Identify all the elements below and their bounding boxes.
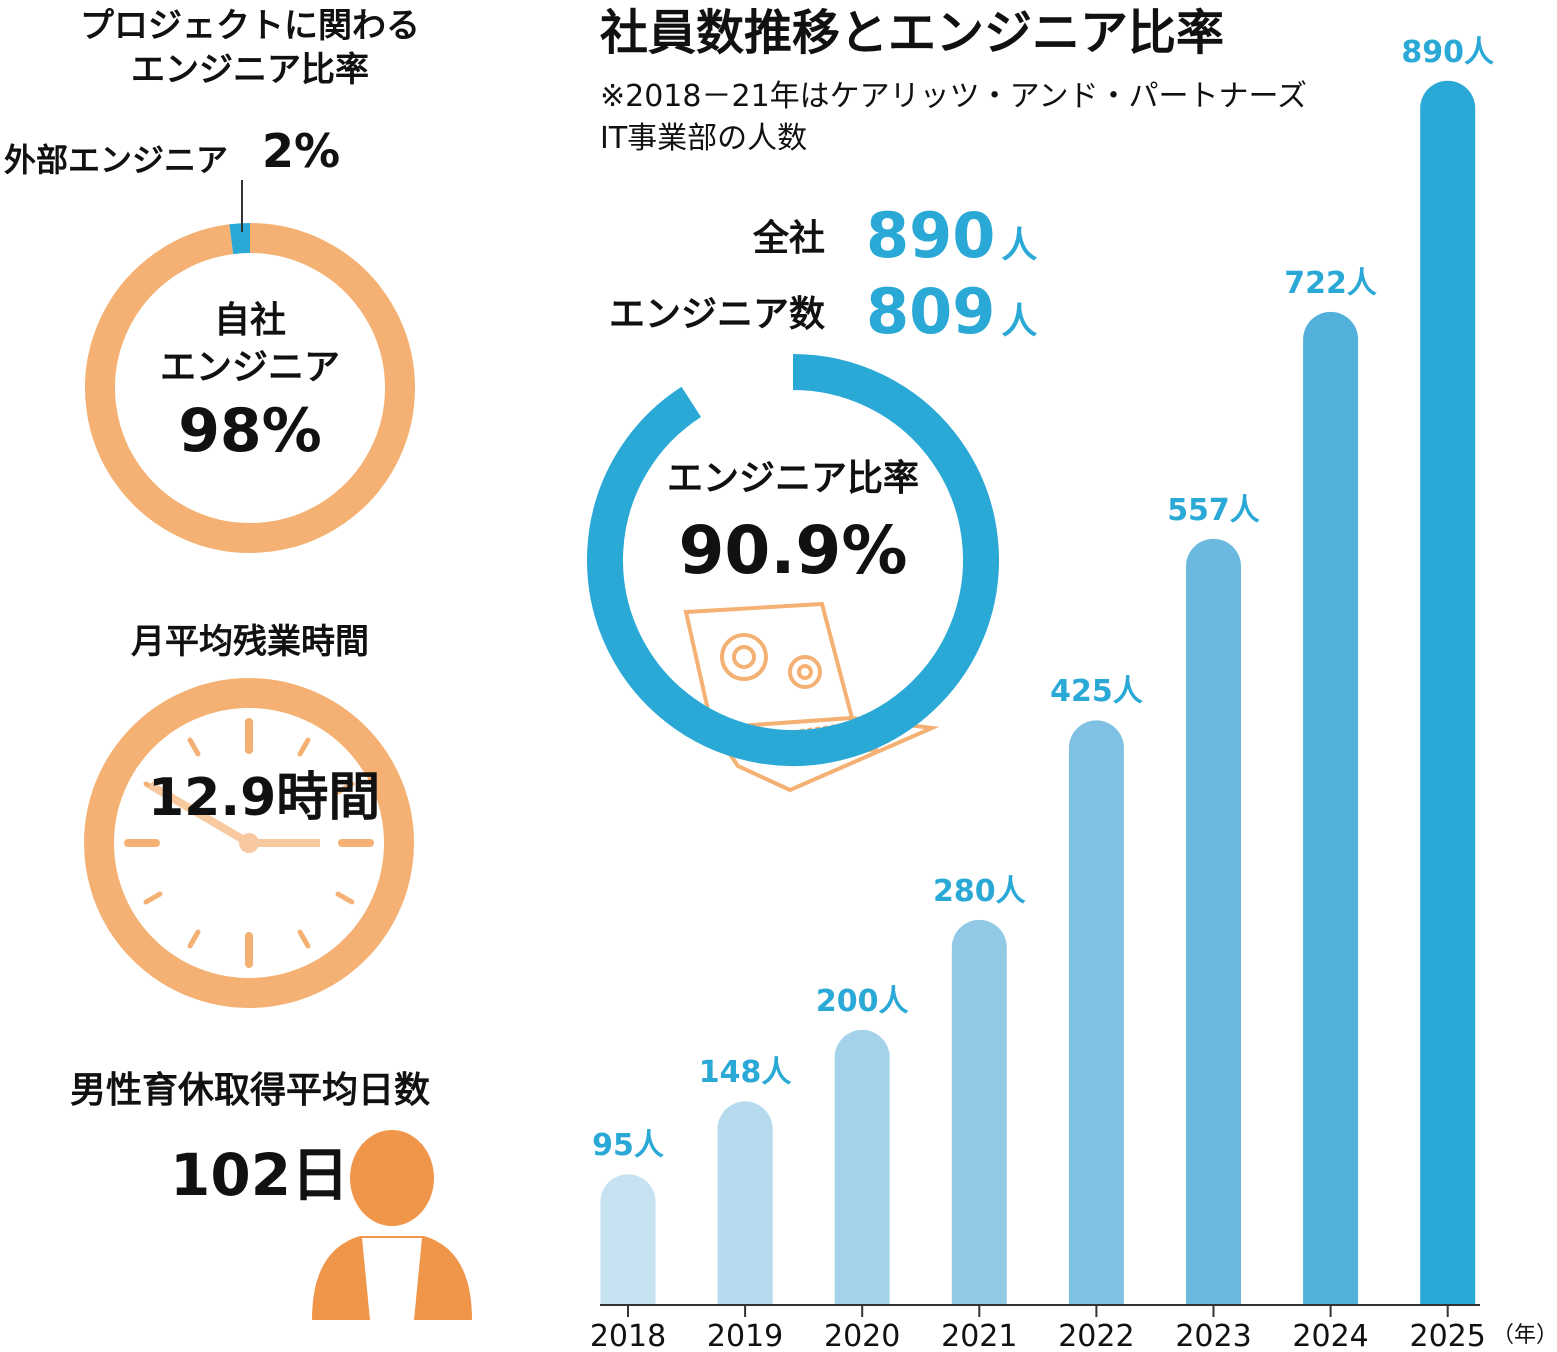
slice-label: 外部エンジニア	[4, 141, 229, 179]
stat-unit: 人	[1001, 225, 1038, 266]
x-tick-label: 2021	[941, 1319, 1018, 1352]
bar-subtitle: ※2018－21年はケアリッツ・アンド・パートナーズ IT事業部の人数	[600, 79, 1307, 156]
stat-row: 890 人	[866, 196, 1037, 277]
clock-icon	[84, 678, 414, 1008]
bar	[717, 1101, 773, 1305]
stat-value: 890	[866, 199, 996, 272]
value-label: 200人	[815, 983, 909, 1019]
bar-title: 社員数推移とエンジニア比率	[600, 5, 1225, 61]
donut-title: プロジェクトに関わる エンジニア比率	[80, 6, 420, 91]
bar	[1420, 80, 1476, 1306]
value-label: 148人	[698, 1055, 792, 1091]
bar	[1186, 538, 1241, 1305]
stat-row: 809 人	[866, 272, 1037, 353]
gauge-arc	[587, 354, 999, 766]
gauge-title: エンジニア比率	[666, 458, 920, 499]
stat-unit: 人	[1001, 301, 1038, 342]
leave-value: 102日	[170, 1141, 350, 1209]
value-label: 722人	[1284, 265, 1377, 301]
value-label: 425人	[1050, 674, 1143, 710]
overtime-value: 12.9時間	[148, 768, 381, 828]
x-tick-label: 2025	[1409, 1319, 1486, 1352]
stat-value: 809	[866, 275, 996, 348]
bar	[1068, 720, 1124, 1305]
x-tick-label: 2023	[1175, 1319, 1252, 1352]
value-label: 280人	[932, 873, 1026, 909]
bar	[600, 1174, 656, 1305]
x-tick-label: 2020	[824, 1319, 901, 1352]
person-icon	[312, 1130, 472, 1320]
value-label: 557人	[1167, 492, 1260, 528]
gauge-value: 90.9%	[678, 512, 908, 589]
donut-slice	[229, 223, 251, 255]
leave-title: 男性育休取得平均日数	[69, 1070, 431, 1111]
x-unit: （年）	[1492, 1323, 1557, 1348]
slice-value: 98%	[178, 396, 322, 466]
x-tick-label: 2022	[1058, 1319, 1135, 1352]
value-label: 890人	[1401, 34, 1494, 70]
slice-label: 自社 エンジニア	[159, 300, 341, 388]
stat-label: 全社	[752, 218, 825, 259]
slice-value: 2%	[262, 124, 341, 178]
x-tick-label: 2024	[1292, 1319, 1369, 1352]
stat-label: エンジニア数	[608, 294, 825, 335]
bar	[951, 919, 1007, 1305]
bar	[1303, 311, 1359, 1305]
donut-slice	[85, 223, 415, 553]
bar	[834, 1029, 890, 1305]
x-tick-label: 2019	[706, 1319, 784, 1352]
overtime-title: 月平均残業時間	[131, 622, 369, 662]
x-tick-label: 2018	[589, 1319, 667, 1352]
value-label: 95人	[592, 1128, 664, 1164]
